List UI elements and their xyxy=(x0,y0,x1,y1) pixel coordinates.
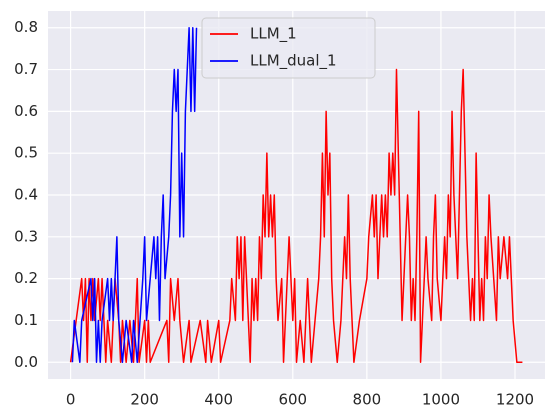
x-tick-label: 1200 xyxy=(496,391,534,409)
x-tick-label: 400 xyxy=(204,391,233,409)
y-tick-label: 0.2 xyxy=(14,269,38,287)
legend: LLM_1 LLM_dual_1 xyxy=(201,17,376,79)
x-tick-label: 200 xyxy=(130,391,159,409)
x-tick-label: 0 xyxy=(66,391,76,409)
y-tick-label: 0.8 xyxy=(14,18,38,36)
legend-label: LLM_1 xyxy=(250,25,297,44)
x-tick-label: 1000 xyxy=(422,391,460,409)
y-tick-label: 0.1 xyxy=(14,311,38,329)
y-tick-label: 0.6 xyxy=(14,102,38,120)
x-tick-label: 800 xyxy=(353,391,382,409)
line-series xyxy=(71,26,198,364)
y-tick-label: 0.0 xyxy=(14,353,38,371)
y-tick-label: 0.5 xyxy=(14,144,38,162)
legend-label: LLM_dual_1 xyxy=(250,52,337,71)
y-tick-label: 0.7 xyxy=(14,60,38,78)
y-tick-label: 0.4 xyxy=(14,186,38,204)
legend-box xyxy=(201,17,376,79)
y-tick-label: 0.3 xyxy=(14,227,38,245)
x-tick-label: 600 xyxy=(278,391,307,409)
line-series xyxy=(69,68,523,364)
